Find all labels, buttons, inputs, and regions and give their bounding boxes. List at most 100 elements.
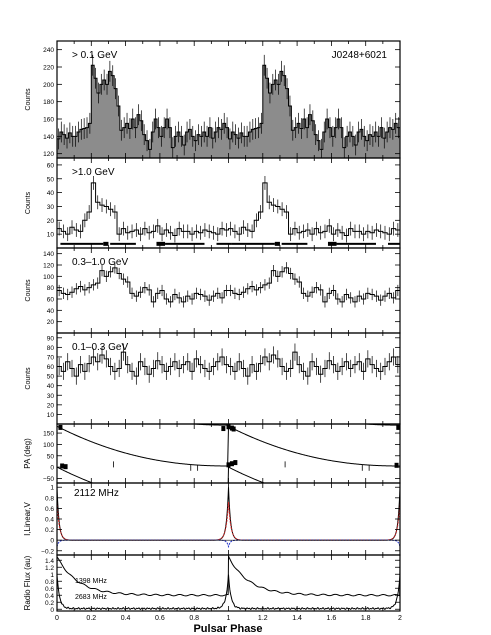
off-pulse-interval	[336, 242, 376, 245]
y-tick-label: 180	[43, 99, 54, 106]
y-axis-label: Counts	[25, 191, 32, 214]
x-tick-label: 2	[398, 615, 402, 622]
histogram-line	[57, 182, 400, 237]
y-tick-label: 70	[47, 354, 55, 361]
y-tick-label: 220	[43, 65, 54, 72]
histogram-line	[57, 267, 400, 303]
plot-area-0.3-1.0	[57, 262, 400, 308]
y-tick-label: 200	[43, 82, 54, 89]
pa-point	[63, 464, 68, 470]
y-axis-label: Counts	[25, 88, 32, 111]
y-tick-label: 60	[47, 162, 55, 169]
y-tick-label: 30	[47, 204, 55, 211]
y-tick-label: 0.8	[45, 579, 54, 586]
y-tick-label: 160	[43, 117, 54, 124]
y-axis-label: I,Linear,V	[23, 501, 32, 535]
off-pulse-interval	[281, 242, 308, 245]
y-tick-label: 0.8	[45, 495, 54, 502]
histogram-line	[57, 351, 400, 377]
panel-radio: 00.20.40.60.811.21.4 Radio Flux (au) 1398 …	[23, 554, 401, 614]
pa-point	[60, 463, 65, 469]
linear-profile	[57, 502, 400, 541]
x-tick-label: 0.6	[155, 615, 165, 622]
panel-label: > 0.1 GeV	[72, 50, 118, 61]
y-tick-label: 30	[47, 393, 55, 400]
y-tick-label: 50	[47, 374, 55, 381]
y-tick-label: 10	[47, 232, 55, 239]
pa-point	[233, 460, 238, 466]
plot-area-radio	[57, 555, 400, 610]
panel-label: 0.1–0.3 GeV	[72, 342, 128, 353]
y-tick-label: 40	[47, 308, 55, 315]
y-tick-label: −50	[43, 476, 54, 483]
y-tick-label: 0	[50, 607, 54, 614]
plot-area-gt0.1	[57, 54, 400, 158]
y-tick-label: 80	[47, 345, 55, 352]
off-pulse-interval	[327, 241, 337, 246]
x-tick-label: 0.4	[121, 615, 131, 622]
pa-point	[58, 424, 63, 430]
x-tick-label: 1	[227, 615, 231, 622]
plot-area-gt1.0	[57, 176, 400, 246]
off-pulse-interval	[274, 241, 280, 246]
y-tick-label: 90	[47, 335, 55, 342]
y-tick-label: 80	[47, 285, 55, 292]
y-tick-label: 150	[43, 431, 54, 438]
x-tick-label: 0.8	[189, 615, 199, 622]
y-tick-label: 20	[47, 319, 55, 326]
y-tick-label: 1	[50, 572, 54, 579]
series-label: 1398 MHz	[75, 578, 107, 585]
y-tick-label: 10	[47, 412, 55, 419]
y-tick-label: −0.2	[41, 548, 54, 555]
panel-0.3-1.0: 20 40 60 80 100 120 140 Counts 0.3–1.0 GeV	[25, 247, 401, 334]
off-pulse-interval	[60, 242, 104, 245]
panel-gt0.1: 120 140 160 180 200 220 240 Counts > 0.1 GeV J024…	[25, 40, 401, 159]
profile-2683	[57, 574, 400, 610]
y-tick-label: 0.4	[45, 517, 54, 524]
y-tick-label: 0	[50, 538, 54, 545]
y-tick-label: 1.4	[45, 558, 54, 565]
frequency-label: 2112 MHz	[74, 488, 119, 499]
x-axis-label: Pulsar Phase	[193, 623, 262, 635]
y-tick-label: 20	[47, 402, 55, 409]
pa-point	[231, 426, 236, 432]
pa-point	[396, 424, 400, 430]
pa-point	[229, 461, 234, 467]
off-pulse-interval	[165, 242, 205, 245]
off-pulse-interval	[231, 242, 275, 245]
y-tick-label: 60	[47, 297, 55, 304]
x-tick-label: 0.2	[86, 615, 96, 622]
x-tick-label: 1.2	[258, 615, 268, 622]
y-tick-label: 120	[43, 151, 54, 158]
panel-label: 0.3–1.0 GeV	[72, 257, 128, 268]
x-axis: 0 0.2 0.4 0.6 0.8 1 1.2 1.4 1.6 1.8 2 Pulsar Phase	[55, 615, 402, 635]
y-axis-label: PA (deg)	[23, 438, 32, 469]
y-tick-label: 120	[43, 263, 54, 270]
y-tick-label: 0	[50, 465, 54, 472]
y-axis-label: Radio Flux (au)	[23, 555, 32, 610]
x-tick-label: 1.4	[292, 615, 302, 622]
y-tick-label: 20	[47, 218, 55, 225]
off-pulse-interval	[216, 242, 232, 245]
series-label: 2683 MHz	[75, 594, 107, 601]
y-tick-label: 0.6	[45, 586, 54, 593]
panel-0.1-0.3: 10 20 30 40 50 60 70 80 90 Counts 0.1–0.3 GeV	[25, 332, 401, 425]
off-pulse-interval	[156, 241, 166, 246]
y-tick-label: 140	[43, 251, 54, 258]
y-tick-label: 240	[43, 47, 54, 54]
y-tick-label: 140	[43, 134, 54, 141]
panel-label: >1.0 GeV	[72, 167, 115, 178]
y-tick-label: 40	[47, 190, 55, 197]
y-tick-label: 60	[47, 364, 55, 371]
y-tick-label: 0.4	[45, 593, 54, 600]
pa-point	[221, 426, 226, 432]
off-pulse-interval	[103, 241, 109, 246]
panel-frame	[56, 554, 401, 612]
y-tick-label: 0.2	[45, 600, 54, 607]
x-tick-label: 0	[55, 615, 59, 622]
y-tick-label: 50	[47, 453, 55, 460]
x-tick-label: 1.8	[361, 615, 371, 622]
y-tick-label: 100	[43, 274, 54, 281]
